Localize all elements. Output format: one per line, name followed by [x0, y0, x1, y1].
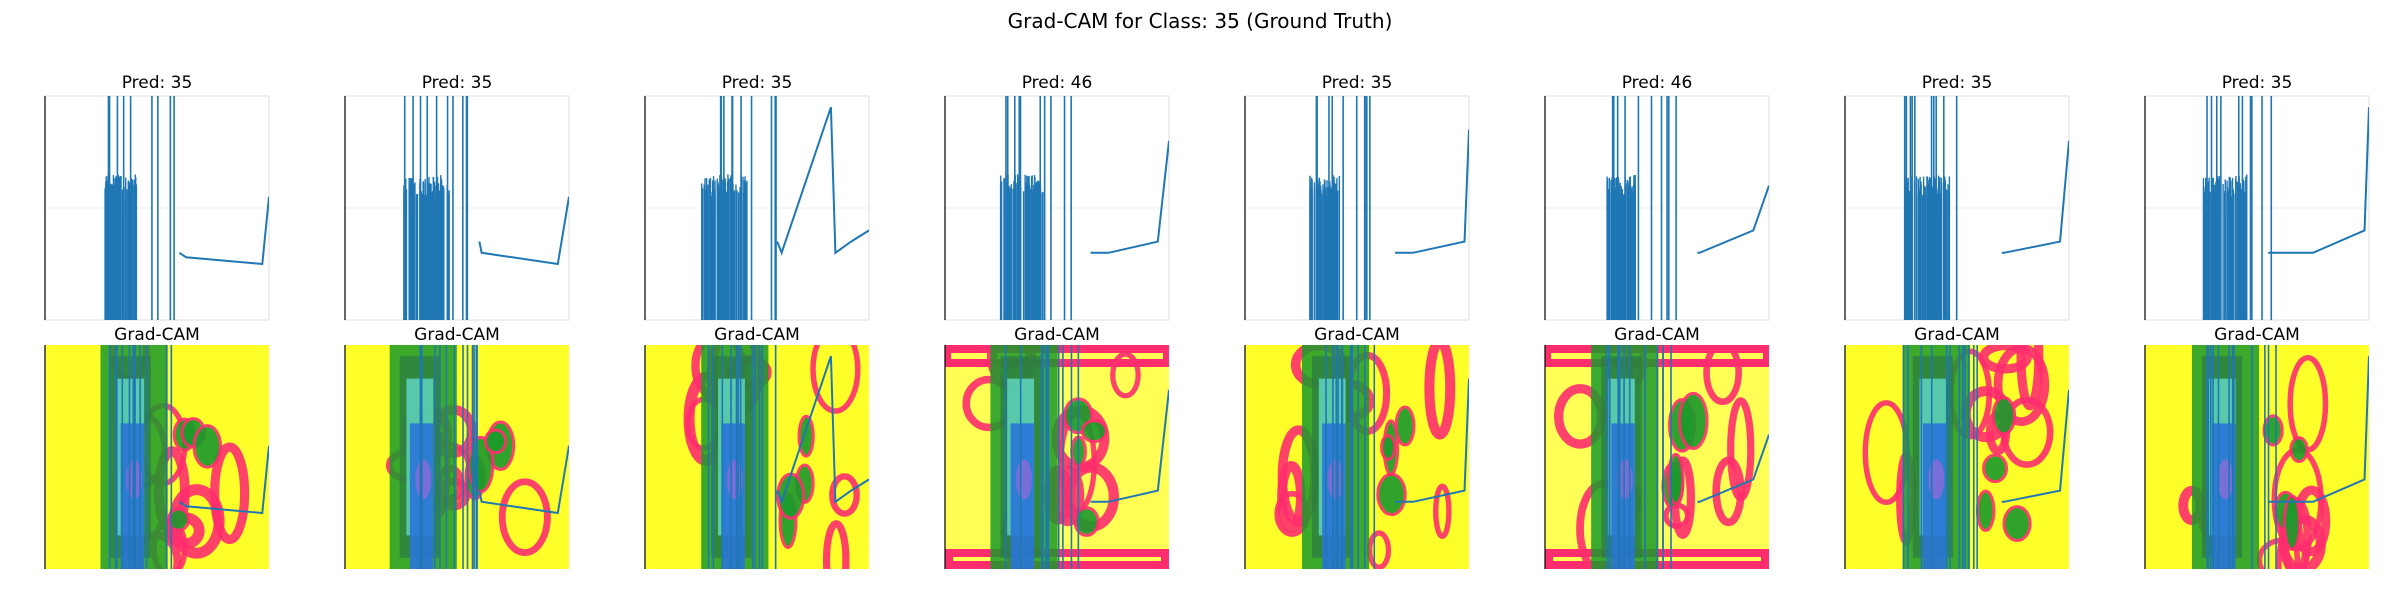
signal-plot: [2202, 96, 2369, 320]
cam-heatmap: [645, 345, 869, 569]
cam-title: Grad-CAM: [1614, 325, 1700, 345]
figure-title: Grad-CAM for Class: 35 (Ground Truth): [1008, 9, 1393, 33]
cam-signal-line: [2001, 389, 2069, 503]
signal-line: [2268, 107, 2369, 254]
panel-2: Pred: 35 Grad-CAM: [344, 73, 570, 569]
panel-1: Pred: 35 Grad-CAM: [44, 73, 270, 569]
cam-title: Grad-CAM: [2214, 325, 2300, 345]
cam-signal-line: [2268, 356, 2369, 503]
panel-3: Pred: 35 Grad-CAM: [644, 73, 870, 569]
signal-plot: [403, 96, 569, 320]
panel-title: Pred: 35: [1922, 73, 1993, 93]
signal-dense: [1309, 96, 1371, 320]
signal-plot: [999, 96, 1169, 320]
cam-signal-line: [178, 445, 269, 515]
signal-dense: [1903, 96, 1958, 320]
panel-6: Pred: 46 Grad-CAM: [1544, 73, 1770, 569]
panel-4: Pred: 46 Grad-CAM: [944, 73, 1170, 569]
cam-heatmap: [1245, 345, 1469, 569]
panel-title: Pred: 35: [722, 73, 793, 93]
panel-title: Pred: 46: [1622, 73, 1693, 93]
cam-heatmap: [1545, 345, 1769, 569]
signal-line: [776, 106, 869, 256]
panel-title: Pred: 35: [122, 73, 193, 93]
cam-heatmap: [1845, 345, 2069, 569]
cam-title: Grad-CAM: [1314, 325, 1400, 345]
signal-dense: [999, 96, 1072, 320]
cam-heatmap: [45, 345, 269, 569]
signal-plot: [1309, 96, 1469, 320]
signal-line: [2001, 140, 2069, 254]
signal-line: [1090, 140, 1169, 254]
signal-line: [1697, 185, 1769, 254]
signal-plot: [104, 96, 269, 320]
signal-plot: [1606, 96, 1769, 320]
cam-signal-line: [776, 355, 869, 505]
signal-dense: [1606, 96, 1677, 320]
cam-title: Grad-CAM: [114, 325, 200, 345]
signal-plot: [701, 96, 869, 320]
signal-line: [1395, 129, 1469, 254]
signal-plot: [1903, 96, 2069, 320]
panel-title: Pred: 35: [422, 73, 493, 93]
cam-signal-line: [1395, 378, 1469, 503]
panel-title: Pred: 46: [1022, 73, 1093, 93]
cam-title: Grad-CAM: [414, 325, 500, 345]
signal-line: [478, 196, 569, 266]
panel-title: Pred: 35: [2222, 73, 2293, 93]
cam-title: Grad-CAM: [1014, 325, 1100, 345]
cam-signal-line: [478, 445, 569, 515]
cam-heatmap: [2145, 345, 2369, 569]
panel-7: Pred: 35 Grad-CAM: [1844, 73, 2070, 569]
cam-signal-line: [1697, 434, 1769, 503]
cam-heatmap: [345, 345, 569, 569]
signal-dense: [701, 96, 777, 320]
cam-signal-line: [1090, 389, 1169, 503]
cam-title: Grad-CAM: [1914, 325, 2000, 345]
cam-title: Grad-CAM: [714, 325, 800, 345]
panel-8: Pred: 35 Grad-CAM: [2144, 73, 2370, 569]
panel-5: Pred: 35 Grad-CAM: [1244, 73, 1470, 569]
signal-dense: [2202, 96, 2273, 320]
signal-dense: [403, 96, 469, 320]
cam-heatmap: [945, 345, 1169, 569]
panel-title: Pred: 35: [1322, 73, 1393, 93]
signal-line: [178, 196, 269, 266]
signal-dense: [104, 96, 175, 320]
